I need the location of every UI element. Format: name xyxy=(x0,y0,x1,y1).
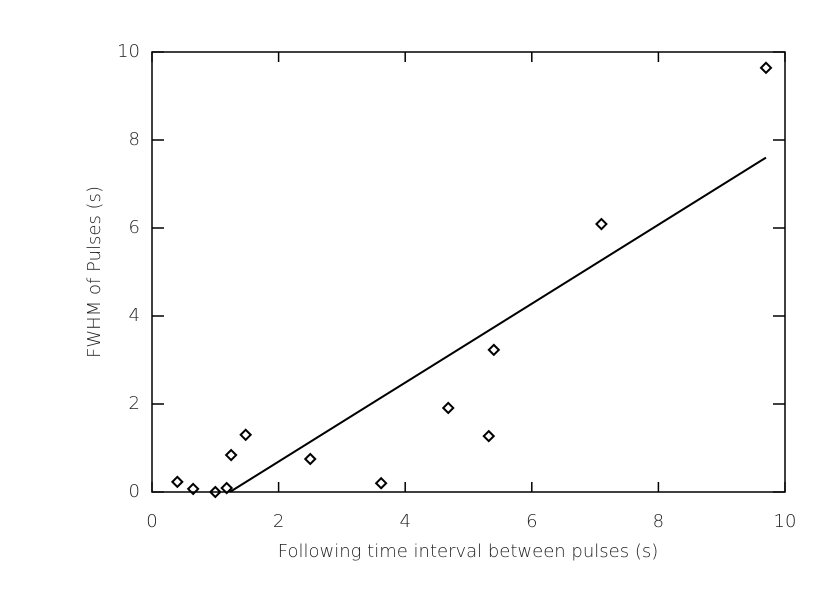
x-axis-label: Following time interval between pulses (… xyxy=(278,541,659,562)
point xyxy=(759,61,773,75)
point xyxy=(441,401,455,415)
point xyxy=(239,428,253,442)
y-tick-label: 2 xyxy=(129,393,140,414)
point xyxy=(595,217,608,231)
x-tick-label: 8 xyxy=(653,511,664,532)
y-tick-label: 10 xyxy=(117,41,140,62)
x-tick-label: 10 xyxy=(774,511,797,532)
point xyxy=(482,429,496,443)
y-tick-label: 0 xyxy=(129,481,140,502)
y-tick-label: 8 xyxy=(129,129,140,150)
plot-frame xyxy=(151,51,786,493)
point xyxy=(186,482,200,496)
point xyxy=(303,452,317,466)
point xyxy=(487,343,501,357)
point xyxy=(170,475,184,489)
x-tick-label: 0 xyxy=(146,511,157,532)
point xyxy=(224,448,238,462)
x-tick-label: 4 xyxy=(399,511,410,532)
x-tick-label: 2 xyxy=(273,511,284,532)
fit-line xyxy=(229,156,767,493)
y-tick-label: 4 xyxy=(129,305,140,326)
x-tick-label: 6 xyxy=(526,511,537,532)
point xyxy=(220,481,234,495)
point xyxy=(374,476,388,490)
y-tick-label: 6 xyxy=(129,217,140,238)
point xyxy=(208,485,222,499)
y-axis-label: FWHM of Pulses (s) xyxy=(84,186,105,358)
